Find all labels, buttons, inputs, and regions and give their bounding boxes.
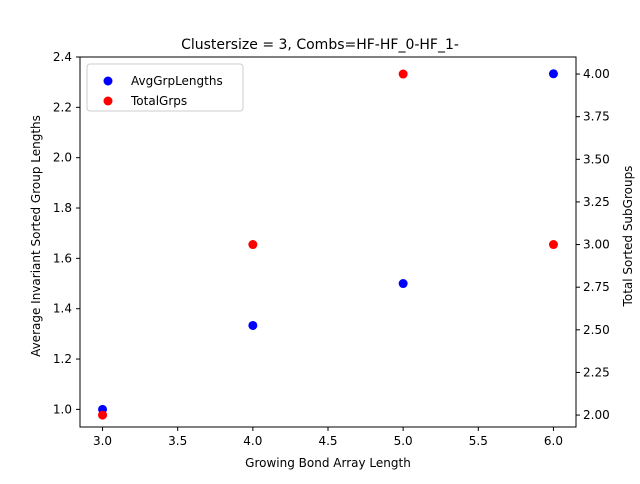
y-left-axis-label: Average Invariant Sorted Group Lengths (29, 115, 43, 357)
x-tick-label: 3.5 (168, 434, 187, 448)
y-left-tick-label: 1.4 (53, 302, 72, 316)
y-left-tick-label: 2.2 (53, 100, 72, 114)
y-right-tick-label: 3.25 (583, 195, 610, 209)
y-right-tick-label: 2.25 (583, 365, 610, 379)
x-tick-label: 4.0 (243, 434, 262, 448)
y-left-tick-label: 1.6 (53, 251, 72, 265)
y-left-tick-label: 1.2 (53, 352, 72, 366)
x-tick-label: 3.0 (93, 434, 112, 448)
x-axis-label: Growing Bond Array Length (245, 456, 411, 470)
x-tick-label: 5.5 (469, 434, 488, 448)
y-left-tick-label: 1.0 (53, 402, 72, 416)
point-totalgrps-1 (248, 240, 258, 250)
legend-label-avggrplengths: AvgGrpLengths (131, 74, 223, 88)
y-right-tick-label: 2.00 (583, 408, 610, 422)
point-totalgrps-2 (398, 69, 408, 79)
point-totalgrps-3 (548, 240, 558, 250)
point-avggrplengths-3 (548, 69, 558, 79)
y-right-tick-label: 2.50 (583, 323, 610, 337)
y-left-tick-label: 1.8 (53, 201, 72, 215)
x-tick-label: 4.5 (318, 434, 337, 448)
legend-label-totalgrps: TotalGrps (130, 94, 187, 108)
x-tick-label: 5.0 (394, 434, 413, 448)
y-right-tick-label: 4.00 (583, 67, 610, 81)
legend-marker-avggrplengths (103, 76, 113, 86)
point-avggrplengths-1 (248, 320, 258, 330)
y-right-tick-label: 3.75 (583, 110, 610, 124)
legend-box (86, 63, 244, 112)
y-left-tick-label: 2.4 (53, 50, 72, 64)
points-layer (98, 69, 558, 420)
point-avggrplengths-2 (398, 279, 408, 289)
y-right-axis-label: Total Sorted SubGroups (621, 166, 635, 308)
chart-title: Clustersize = 3, Combs=HF-HF_0-HF_1- (181, 37, 459, 53)
x-tick-label: 6.0 (544, 434, 563, 448)
point-totalgrps-0 (98, 410, 108, 420)
legend-marker-totalgrps (103, 96, 113, 106)
y-left-tick-label: 2.0 (53, 151, 72, 165)
y-right-tick-label: 3.00 (583, 238, 610, 252)
y-right-tick-label: 2.75 (583, 280, 610, 294)
legend: AvgGrpLengths TotalGrps (86, 63, 244, 112)
y-right-tick-label: 3.50 (583, 152, 610, 166)
plot-frame (79, 56, 577, 428)
ticks-layer: 3.0 3.5 4.0 4.5 5.0 5.5 6.0 1.0 1.2 1.4 1.6 1.8 2.0 2… (53, 50, 610, 448)
